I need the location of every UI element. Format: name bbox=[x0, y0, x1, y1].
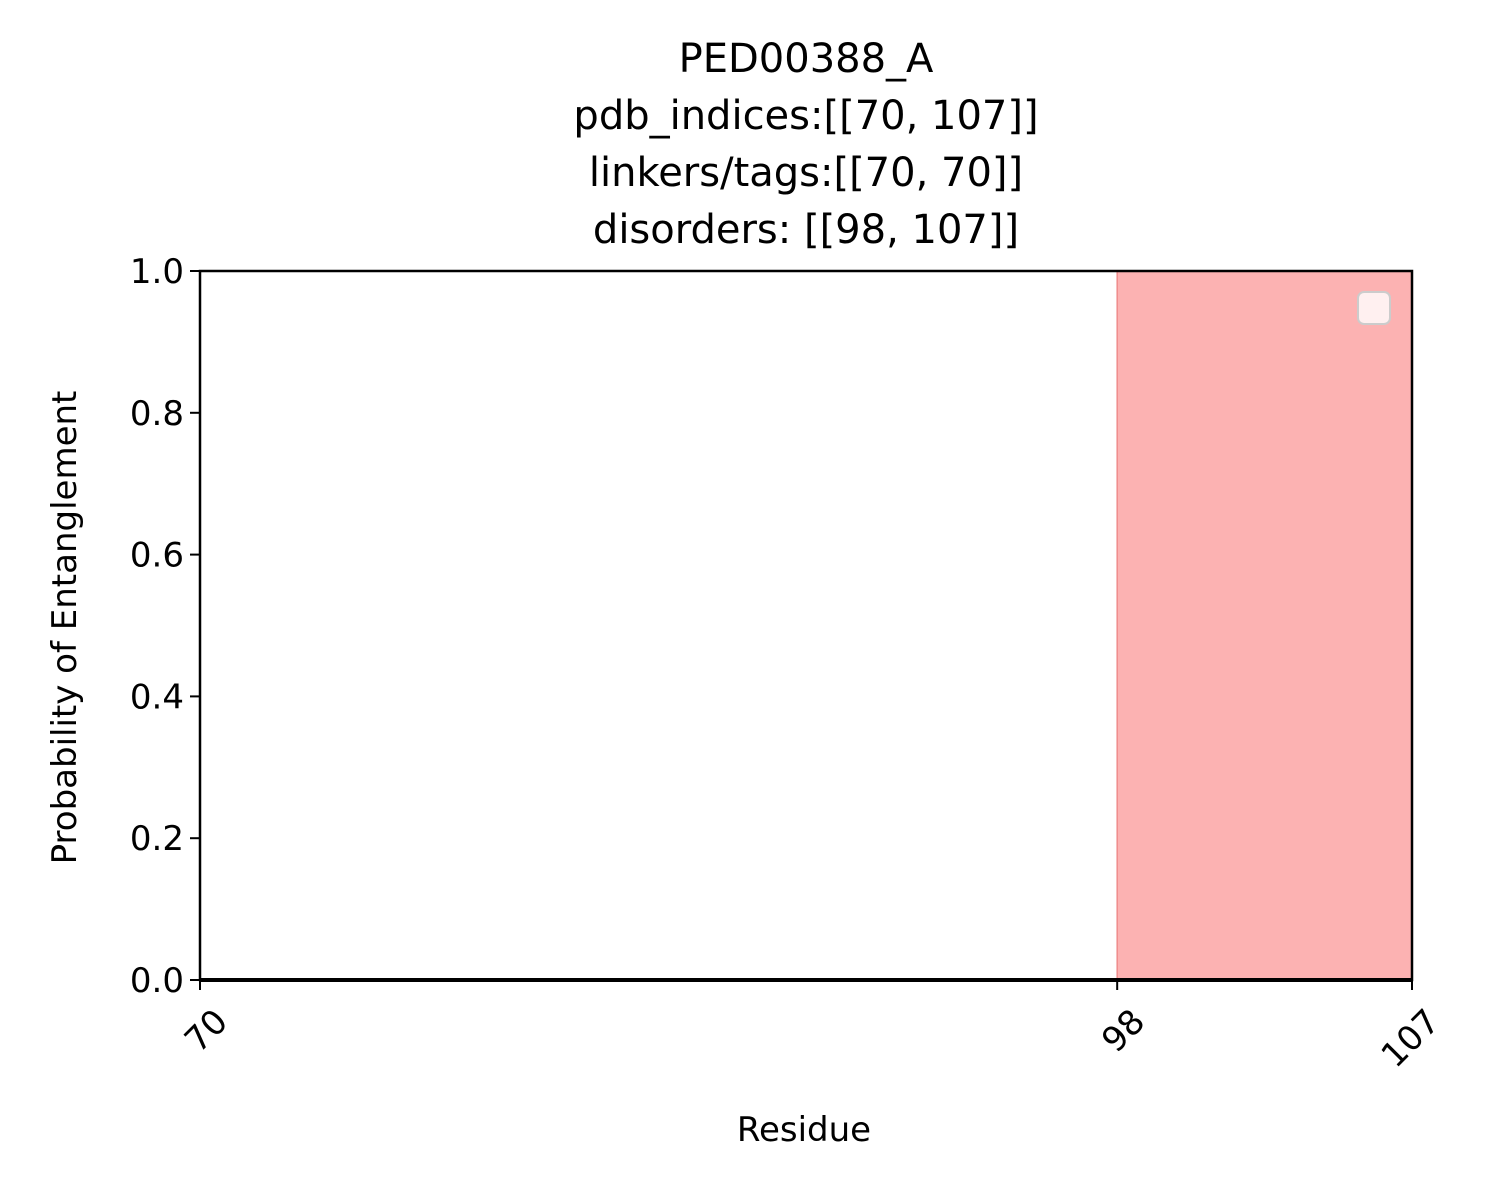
chart-title-line-4: disorders: [[98, 107]] bbox=[593, 207, 1019, 253]
shaded-regions bbox=[1116, 270, 1413, 981]
y-axis: 0.0 0.2 0.4 0.6 0.8 1.0 bbox=[130, 252, 200, 1001]
x-axis: 70 98 107 bbox=[177, 980, 1448, 1076]
x-tick-label: 107 bbox=[1374, 1002, 1448, 1076]
y-tick-label: 0.8 bbox=[130, 394, 184, 434]
y-tick-label: 0.6 bbox=[130, 536, 184, 576]
y-tick-label: 1.0 bbox=[130, 252, 184, 292]
y-axis-label: Probability of Entanglement bbox=[45, 391, 85, 865]
disorder-region-0 bbox=[1116, 270, 1413, 981]
x-axis-label: Residue bbox=[737, 1110, 871, 1150]
y-tick-label: 0.0 bbox=[130, 961, 184, 1001]
x-tick-label: 70 bbox=[177, 1002, 236, 1061]
x-tick-label: 98 bbox=[1094, 1002, 1153, 1061]
y-tick-label: 0.4 bbox=[130, 677, 184, 717]
chart-title: PED00388_A pdb_indices:[[70, 107]] linke… bbox=[573, 36, 1038, 253]
chart-title-line-3: linkers/tags:[[70, 70]] bbox=[589, 150, 1023, 196]
plot-area-frame bbox=[198, 269, 1414, 982]
chart-title-line-2: pdb_indices:[[70, 107]] bbox=[573, 93, 1038, 139]
legend-box bbox=[1357, 291, 1391, 325]
legend bbox=[1357, 291, 1391, 325]
chart-title-line-1: PED00388_A bbox=[679, 36, 934, 82]
y-tick-label: 0.2 bbox=[130, 819, 184, 859]
